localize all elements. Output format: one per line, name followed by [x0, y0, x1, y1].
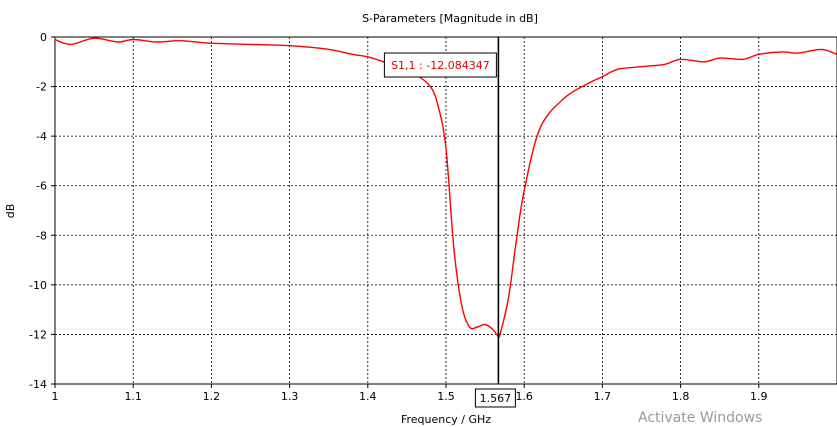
- activate-windows-watermark: Activate Windows: [638, 410, 763, 426]
- y-axis-label: dB: [4, 204, 17, 219]
- x-tick-label: 1.6: [515, 390, 533, 403]
- y-tick-label: -4: [36, 130, 47, 143]
- marker-x-value-text: 1.567: [480, 392, 512, 405]
- y-tick-label: -12: [29, 328, 47, 341]
- x-tick-label: 1.4: [359, 390, 377, 403]
- x-axis-label: Frequency / GHz: [401, 413, 491, 426]
- x-tick-label: 1.7: [594, 390, 612, 403]
- series-line-s11: [54, 37, 837, 338]
- x-tick-label: 1.3: [281, 390, 299, 403]
- x-tick-label: 1: [52, 390, 59, 403]
- y-tick-label: -2: [36, 81, 47, 94]
- x-tick-label: 1.2: [203, 390, 221, 403]
- marker-readout-box: [383, 52, 497, 78]
- marker[interactable]: S1,1 : -12.084347 1.567: [383, 37, 516, 408]
- y-tick-label: -8: [36, 229, 47, 242]
- y-tick-label: -10: [29, 279, 47, 292]
- x-tick-label: 1.5: [437, 390, 455, 403]
- marker-readout-text: S1,1 : -12.084347: [391, 59, 490, 72]
- x-tick-label: 1.1: [124, 390, 142, 403]
- marker-x-value-box: [474, 388, 516, 408]
- chart-title: S-Parameters [Magnitude in dB]: [362, 12, 538, 25]
- grid: [55, 37, 837, 384]
- x-tick-label: 1.9: [750, 390, 768, 403]
- x-tick-label: 1.8: [672, 390, 690, 403]
- axis-ticks: 1 1.1 1.2 1.3 1.4 1.5 1.6 1.7 1.8 1.9 0 -2 -4 -6 -8 -10…: [29, 31, 768, 403]
- y-tick-label: 0: [40, 31, 47, 44]
- y-tick-label: -6: [36, 180, 47, 193]
- series-layer: [54, 37, 837, 338]
- y-tick-label: -14: [29, 378, 47, 391]
